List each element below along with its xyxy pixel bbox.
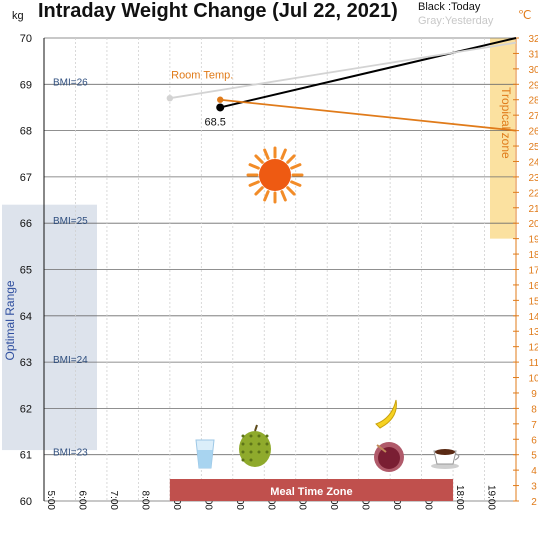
y-left-tick-label: 70: [20, 33, 32, 45]
y-right-tick-label: 17: [528, 266, 538, 277]
y-right-tick-label: 7: [531, 420, 537, 431]
y-right-tick-label: 16: [528, 281, 538, 292]
y-left-unit: kg: [12, 10, 24, 22]
y-right-tick-label: 30: [528, 65, 538, 76]
tropical-zone-label: Tropical zone: [499, 87, 513, 159]
legend-yesterday: Gray:Yesterday: [418, 15, 494, 27]
y-right-tick-label: 8: [531, 404, 537, 415]
series-point-room-temp: [217, 96, 224, 103]
y-right-tick-label: 18: [528, 250, 538, 261]
chart-title: Intraday Weight Change (Jul 22, 2021): [38, 0, 398, 22]
point-label-today: 68.5: [205, 116, 226, 128]
y-left-tick-label: 63: [20, 357, 32, 369]
bmi-label: BMI=23: [53, 448, 88, 459]
series-point-yesterday: [166, 94, 174, 102]
y-right-tick-label: 4: [531, 466, 537, 477]
y-right-tick-label: 15: [528, 296, 538, 307]
series-line-room-temp: [220, 98, 517, 132]
y-right-tick-label: 22: [528, 188, 538, 199]
y-right-tick-label: 26: [528, 127, 538, 138]
series-line-yesterday: [169, 41, 517, 100]
y-right-tick-label: 9: [531, 389, 537, 400]
y-left-tick-label: 61: [20, 450, 32, 462]
sun-icon: [246, 146, 304, 204]
x-tick-label: 8:00: [139, 491, 150, 511]
y-right-tick-label: 23: [528, 173, 538, 184]
y-right-tick-label: 21: [528, 204, 538, 215]
legend-today: Black :Today: [418, 1, 481, 13]
y-right-tick-label: 25: [528, 142, 538, 153]
x-tick-label: 6:00: [76, 491, 87, 511]
y-right-tick-label: 3: [531, 482, 537, 493]
x-tick-label: 18:00: [454, 485, 465, 510]
y-right-tick-label: 32: [528, 34, 538, 45]
y-right-tick-label: 11: [529, 358, 538, 369]
water-glass-icon: [195, 439, 215, 469]
meal-time-zone-label: Meal Time Zone: [270, 486, 352, 498]
y-right-tick-label: 6: [531, 435, 537, 446]
bmi-label: BMI=24: [53, 355, 88, 366]
y-right-tick-label: 24: [528, 157, 538, 168]
y-right-tick-label: 12: [528, 343, 538, 354]
meal-time-zone: [169, 479, 454, 501]
y-right-tick-label: 31: [528, 49, 538, 60]
tropical-zone: [490, 38, 515, 239]
y-right-tick-label: 20: [528, 219, 538, 230]
y-left-tick-label: 65: [20, 265, 32, 277]
y-right-tick-label: 29: [528, 80, 538, 91]
series-line-today: [219, 37, 517, 109]
y-right-tick-label: 2: [531, 497, 537, 508]
banana-icon: [375, 399, 397, 429]
y-right-unit: ℃: [518, 8, 532, 22]
y-right-tick-label: 5: [531, 451, 537, 462]
series-point-today: [216, 103, 225, 112]
y-left-tick-label: 60: [20, 496, 32, 508]
y-left-tick-label: 68: [20, 126, 32, 138]
y-right-tick-label: 14: [528, 312, 538, 323]
y-left-tick-label: 69: [20, 79, 32, 91]
y-right-tick-label: 13: [528, 327, 538, 338]
fruit-bowl-icon: [374, 442, 404, 472]
y-left-tick-label: 66: [20, 218, 32, 230]
y-right-tick-label: 10: [528, 374, 538, 385]
y-right-tick-label: 19: [528, 235, 538, 246]
y-left-tick-label: 67: [20, 172, 32, 184]
bmi-label: BMI=26: [53, 77, 88, 88]
y-right-tick-label: 28: [528, 96, 538, 107]
durian-icon: [239, 424, 271, 467]
optimal-range-label: Optimal Range: [3, 280, 17, 360]
x-tick-label: 5:00: [45, 491, 56, 511]
y-left-tick-label: 62: [20, 403, 32, 415]
y-left-tick-label: 64: [20, 311, 32, 323]
room-temp-label: Room Temp.: [171, 70, 233, 82]
optimal-range-zone: [2, 204, 97, 451]
y-right-tick-label: 27: [528, 111, 538, 122]
bmi-label: BMI=25: [53, 216, 88, 227]
coffee-cup-icon: [431, 449, 460, 469]
x-tick-label: 7:00: [108, 491, 119, 511]
x-tick-label: 19:00: [486, 485, 497, 510]
